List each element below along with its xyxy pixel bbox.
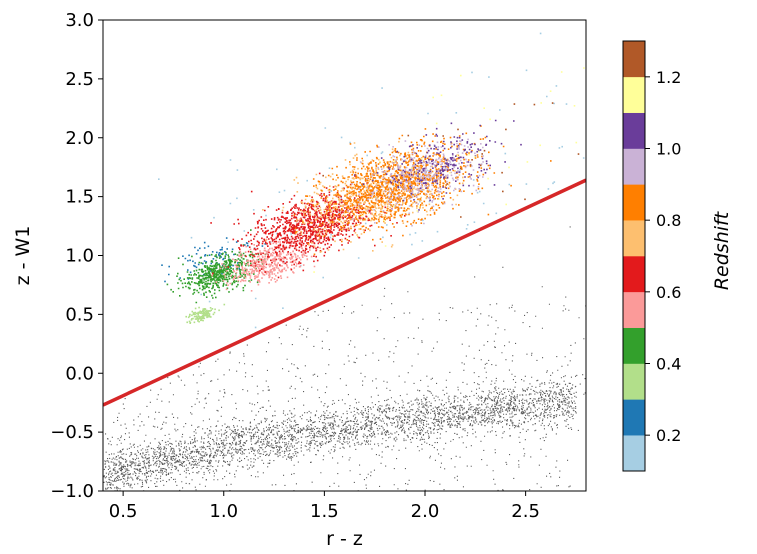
x-tick-label: 1.0 <box>209 501 238 522</box>
y-tick-label: −0.5 <box>50 422 94 443</box>
colorbar-segment <box>623 435 645 472</box>
series-points-z-0-35 <box>185 303 226 324</box>
colorbar-segment <box>623 363 645 400</box>
colorbar-tick-label: 1.2 <box>656 68 681 87</box>
colorbar-segment <box>623 399 645 436</box>
colorbar <box>623 41 645 472</box>
colorbar-frame <box>622 40 646 472</box>
x-axis: 0.5 1.0 1.5 2.0 2.5 <box>109 491 540 522</box>
colorbar-segment <box>623 76 645 113</box>
colorbar-segment <box>623 291 645 328</box>
colorbar-label: Redshift <box>711 210 733 290</box>
plot-area <box>103 20 586 491</box>
colorbar-segment <box>623 184 645 221</box>
y-axis: −1.0 −0.5 0.0 0.5 1.0 1.5 2.0 2.5 3.0 <box>50 10 103 502</box>
series-points-z-0-95 <box>347 138 484 227</box>
colorbar-ticks: 0.2 0.4 0.6 0.8 1.0 1.2 <box>645 68 681 445</box>
colorbar-segment <box>623 327 645 364</box>
y-tick-label: 0.5 <box>65 304 94 325</box>
colorbar-segment <box>623 112 645 149</box>
cut-line <box>103 178 586 407</box>
x-axis-label: r - z <box>326 528 363 550</box>
y-tick-label: 3.0 <box>65 10 94 31</box>
series-points-z-0-75 <box>262 140 464 253</box>
y-tick-label: 1.5 <box>65 187 94 208</box>
colorbar-segment <box>623 41 645 78</box>
y-tick-label: 0.0 <box>65 363 94 384</box>
colorbar-tick-label: 0.8 <box>656 211 681 230</box>
colorbar-tick-label: 0.4 <box>656 355 681 374</box>
series-points-z-0-55 <box>211 229 318 292</box>
y-tick-label: 2.5 <box>65 69 94 90</box>
y-tick-label: 2.0 <box>65 128 94 149</box>
x-tick-label: 2.0 <box>411 501 440 522</box>
colorbar-segment <box>623 148 645 185</box>
colorbar-tick-label: 1.0 <box>656 140 681 159</box>
background-points <box>103 226 586 491</box>
colorbar-tick-label: 0.6 <box>656 283 681 302</box>
series-points-z-0-45 <box>166 229 267 304</box>
y-tick-label: −1.0 <box>50 481 94 502</box>
series-points-z-0-65 <box>210 172 406 279</box>
x-tick-label: 0.5 <box>109 501 138 522</box>
x-tick-label: 2.5 <box>511 501 540 522</box>
cut-line-layer <box>103 178 586 407</box>
scatter-points <box>103 32 586 491</box>
y-axis-label: z - W1 <box>12 226 34 286</box>
y-tick-label: 1.0 <box>65 246 94 267</box>
colorbar-segment <box>623 220 645 257</box>
colorbar-tick-label: 0.2 <box>656 426 681 445</box>
colorbar-segment <box>623 256 645 293</box>
x-tick-label: 1.5 <box>310 501 339 522</box>
